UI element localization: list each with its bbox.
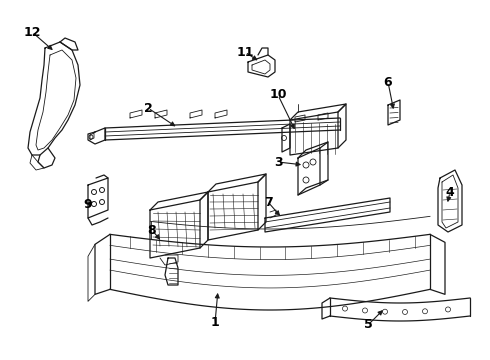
Text: 8: 8 [147,224,156,237]
Text: 3: 3 [274,156,282,168]
Text: 1: 1 [211,316,220,329]
Text: 11: 11 [236,45,254,58]
Text: 6: 6 [384,76,392,89]
Text: 9: 9 [84,198,92,211]
Text: 10: 10 [269,89,287,102]
Text: 5: 5 [364,319,372,332]
Text: 12: 12 [23,26,41,39]
Text: 7: 7 [264,195,272,208]
Text: 2: 2 [144,102,152,114]
Text: 4: 4 [445,185,454,198]
